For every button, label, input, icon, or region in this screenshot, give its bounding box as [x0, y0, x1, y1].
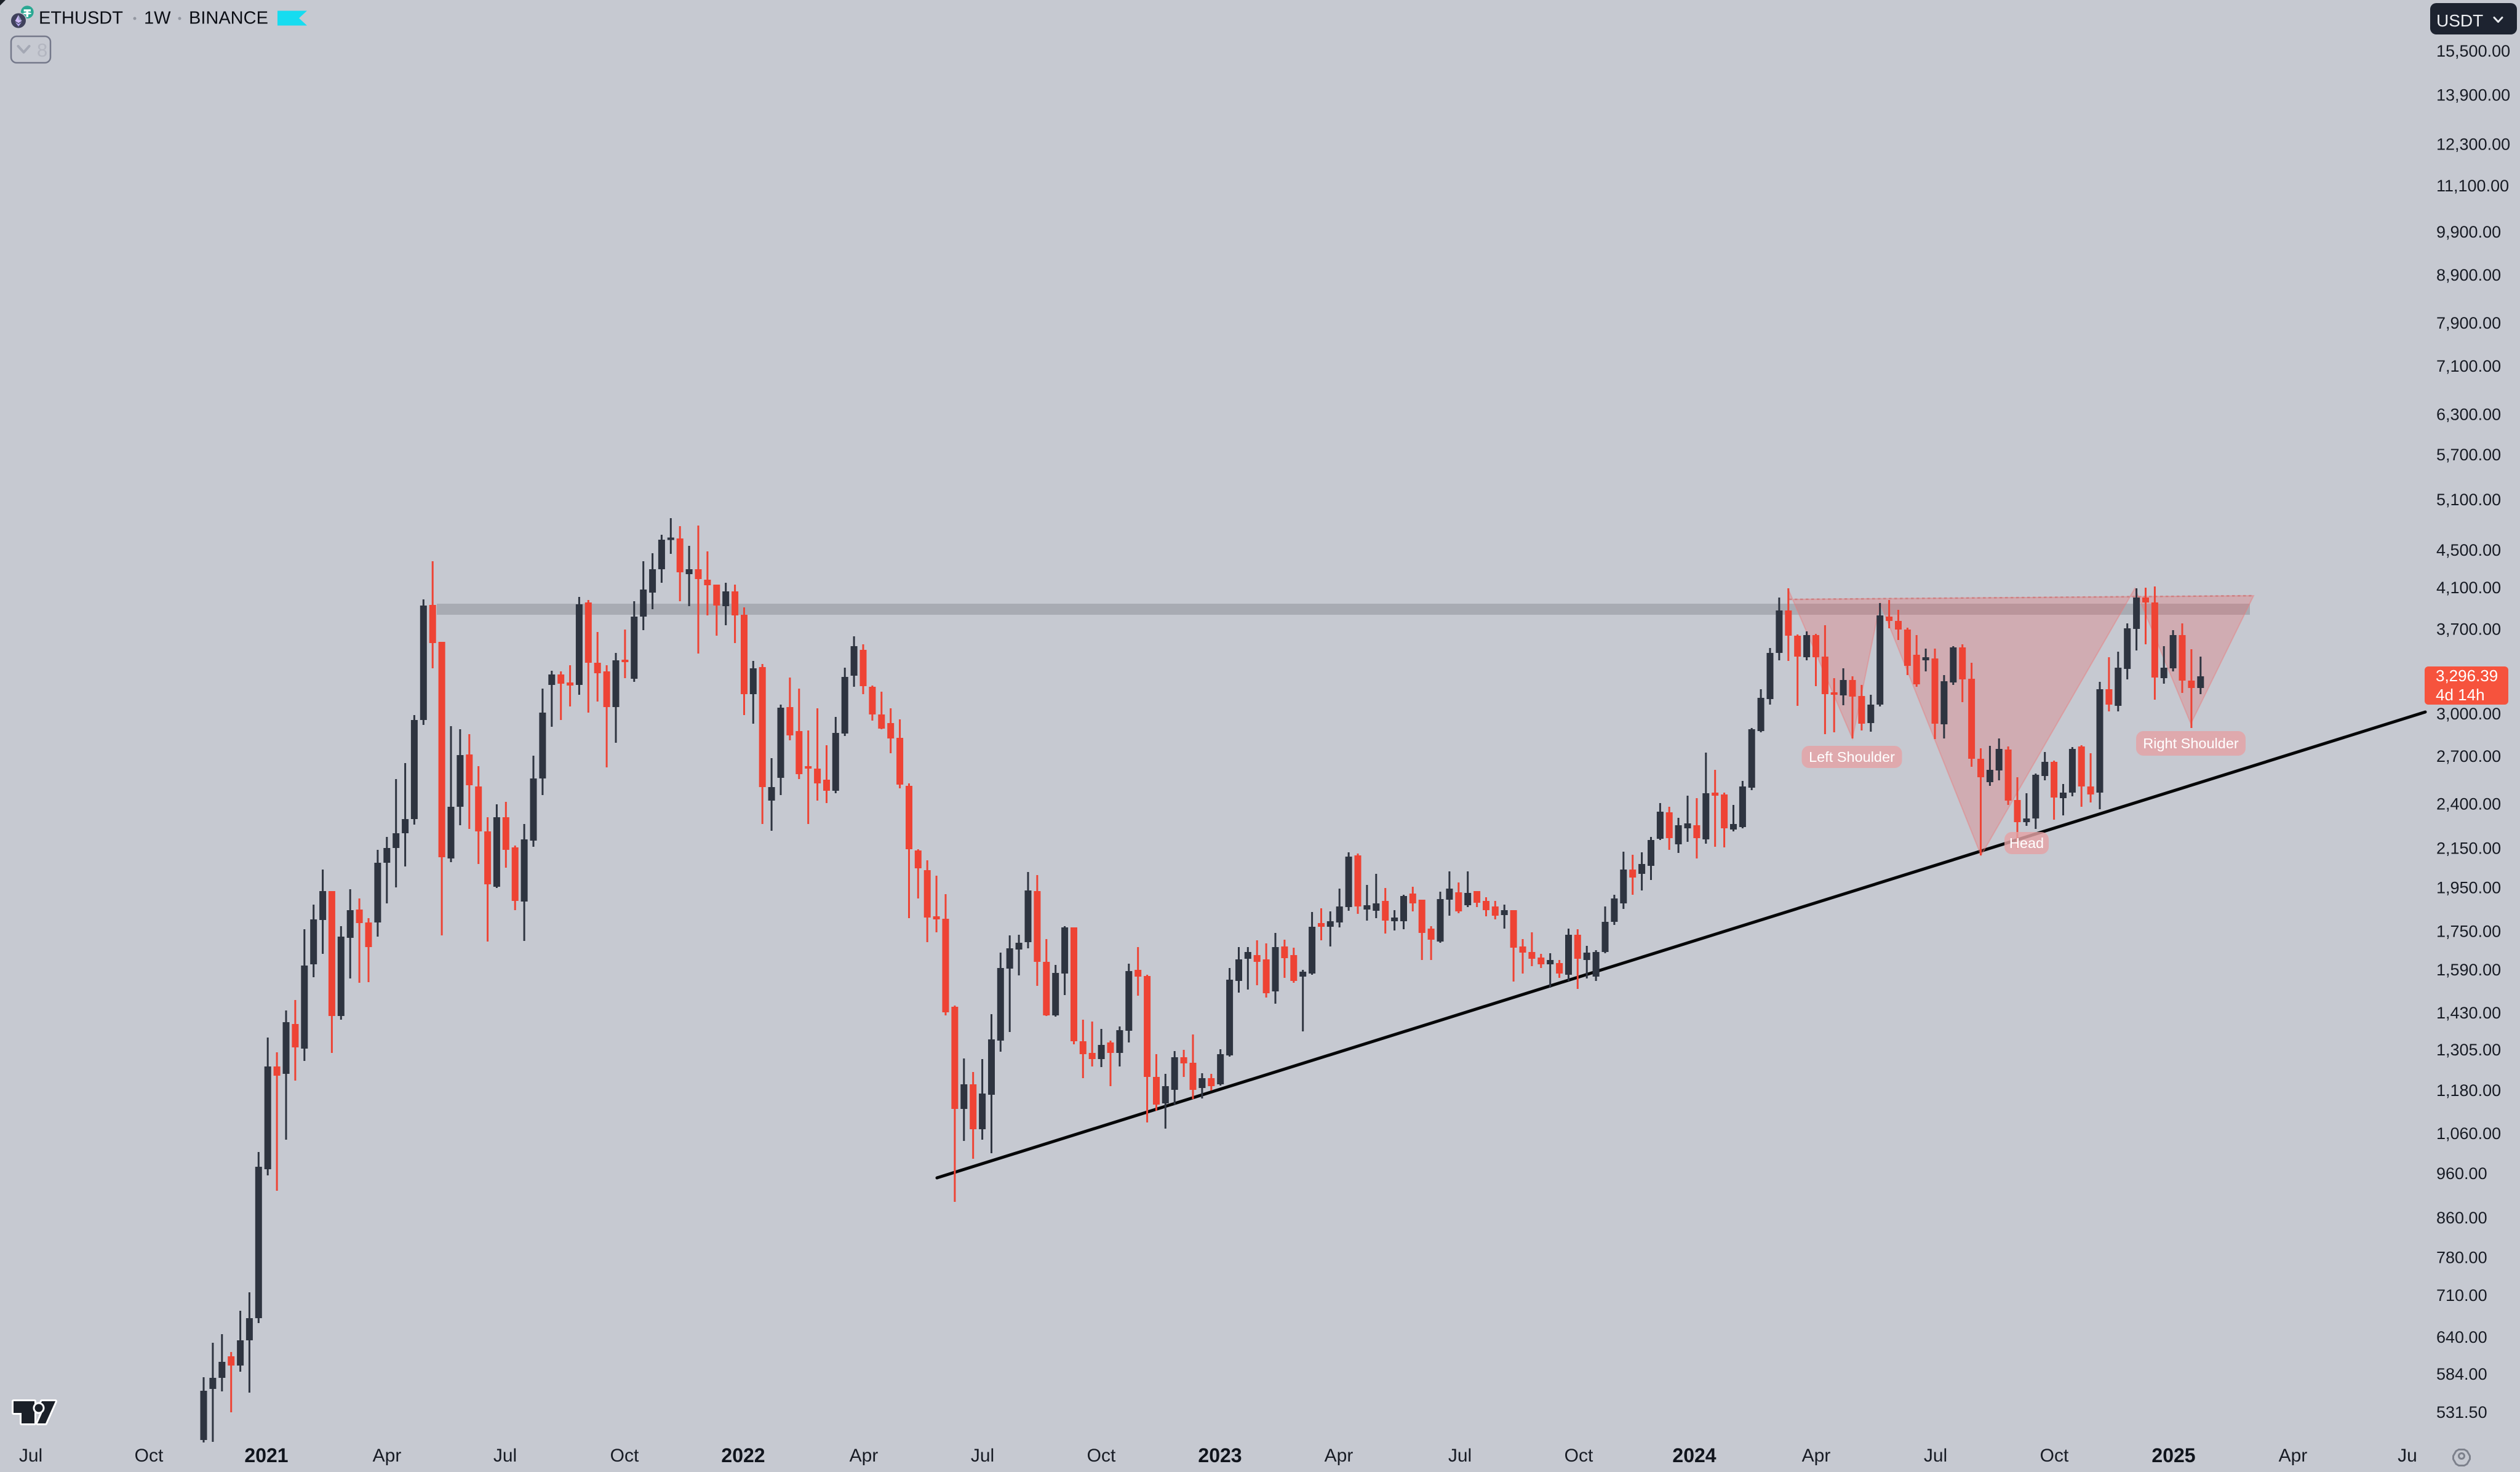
- svg-text:1,950.00: 1,950.00: [2436, 878, 2501, 897]
- svg-text:3,000.00: 3,000.00: [2436, 705, 2501, 723]
- svg-text:Oct: Oct: [610, 1446, 639, 1466]
- svg-text:Apr: Apr: [2279, 1446, 2308, 1466]
- svg-text:Oct: Oct: [2040, 1446, 2069, 1466]
- svg-text:2,400.00: 2,400.00: [2436, 794, 2501, 813]
- svg-text:8,900.00: 8,900.00: [2436, 266, 2501, 284]
- svg-text:Apr: Apr: [850, 1446, 879, 1466]
- svg-text:4,500.00: 4,500.00: [2436, 541, 2501, 559]
- svg-text:13,900.00: 13,900.00: [2436, 86, 2510, 105]
- svg-text:Jul: Jul: [493, 1446, 517, 1466]
- svg-text:4d 14h: 4d 14h: [2436, 686, 2485, 704]
- svg-text:Apr: Apr: [373, 1446, 402, 1466]
- svg-text:584.00: 584.00: [2436, 1365, 2487, 1383]
- svg-text:1,750.00: 1,750.00: [2436, 922, 2501, 940]
- svg-text:Right Shoulder: Right Shoulder: [2143, 735, 2239, 751]
- svg-text:2023: 2023: [1198, 1444, 1242, 1466]
- svg-text:6,300.00: 6,300.00: [2436, 405, 2501, 423]
- svg-text:1,305.00: 1,305.00: [2436, 1041, 2501, 1059]
- svg-text:3,700.00: 3,700.00: [2436, 620, 2501, 638]
- svg-text:11,100.00: 11,100.00: [2436, 177, 2509, 195]
- svg-text:2,150.00: 2,150.00: [2436, 839, 2501, 857]
- svg-text:Oct: Oct: [1087, 1446, 1116, 1466]
- svg-text:Jul: Jul: [1448, 1446, 1472, 1466]
- svg-text:Jul: Jul: [971, 1446, 994, 1466]
- svg-text:3,296.39: 3,296.39: [2436, 666, 2498, 685]
- svg-text:2022: 2022: [721, 1444, 765, 1466]
- svg-text:2025: 2025: [2151, 1444, 2195, 1466]
- svg-text:Head: Head: [2009, 835, 2044, 851]
- svg-text:860.00: 860.00: [2436, 1209, 2487, 1227]
- svg-text:Left Shoulder: Left Shoulder: [1809, 749, 1895, 765]
- svg-text:960.00: 960.00: [2436, 1164, 2487, 1183]
- svg-text:USDT: USDT: [2436, 11, 2483, 30]
- svg-text:1W: 1W: [144, 9, 171, 28]
- svg-text:Jul: Jul: [1924, 1446, 1947, 1466]
- svg-text:Oct: Oct: [135, 1446, 164, 1466]
- svg-text:7,100.00: 7,100.00: [2436, 357, 2501, 375]
- svg-text:2021: 2021: [244, 1444, 288, 1466]
- svg-text:4,100.00: 4,100.00: [2436, 578, 2501, 597]
- svg-text:12,300.00: 12,300.00: [2436, 135, 2510, 154]
- svg-text:1,180.00: 1,180.00: [2436, 1081, 2501, 1100]
- svg-text:5,100.00: 5,100.00: [2436, 490, 2501, 509]
- svg-text:531.50: 531.50: [2436, 1403, 2487, 1422]
- svg-text:2024: 2024: [1672, 1444, 1716, 1466]
- svg-text:2,700.00: 2,700.00: [2436, 747, 2501, 766]
- svg-text:9,900.00: 9,900.00: [2436, 223, 2501, 241]
- svg-text:Jul: Jul: [19, 1446, 42, 1466]
- svg-text:5,700.00: 5,700.00: [2436, 446, 2501, 464]
- svg-text:710.00: 710.00: [2436, 1286, 2487, 1305]
- svg-text:ETHUSDT: ETHUSDT: [39, 9, 123, 28]
- svg-text:BINANCE: BINANCE: [189, 9, 268, 28]
- svg-text:Apr: Apr: [1802, 1446, 1831, 1466]
- svg-text:Oct: Oct: [1565, 1446, 1593, 1466]
- svg-text:1,060.00: 1,060.00: [2436, 1124, 2501, 1143]
- svg-text:15,500.00: 15,500.00: [2436, 42, 2510, 60]
- svg-text:Ju: Ju: [2398, 1446, 2417, 1466]
- svg-text:780.00: 780.00: [2436, 1248, 2487, 1266]
- svg-text:7,900.00: 7,900.00: [2436, 314, 2501, 332]
- svg-text:8: 8: [37, 39, 47, 61]
- svg-text:1,430.00: 1,430.00: [2436, 1004, 2501, 1022]
- svg-text:640.00: 640.00: [2436, 1328, 2487, 1346]
- svg-text:Apr: Apr: [1325, 1446, 1354, 1466]
- svg-text:1,590.00: 1,590.00: [2436, 961, 2501, 979]
